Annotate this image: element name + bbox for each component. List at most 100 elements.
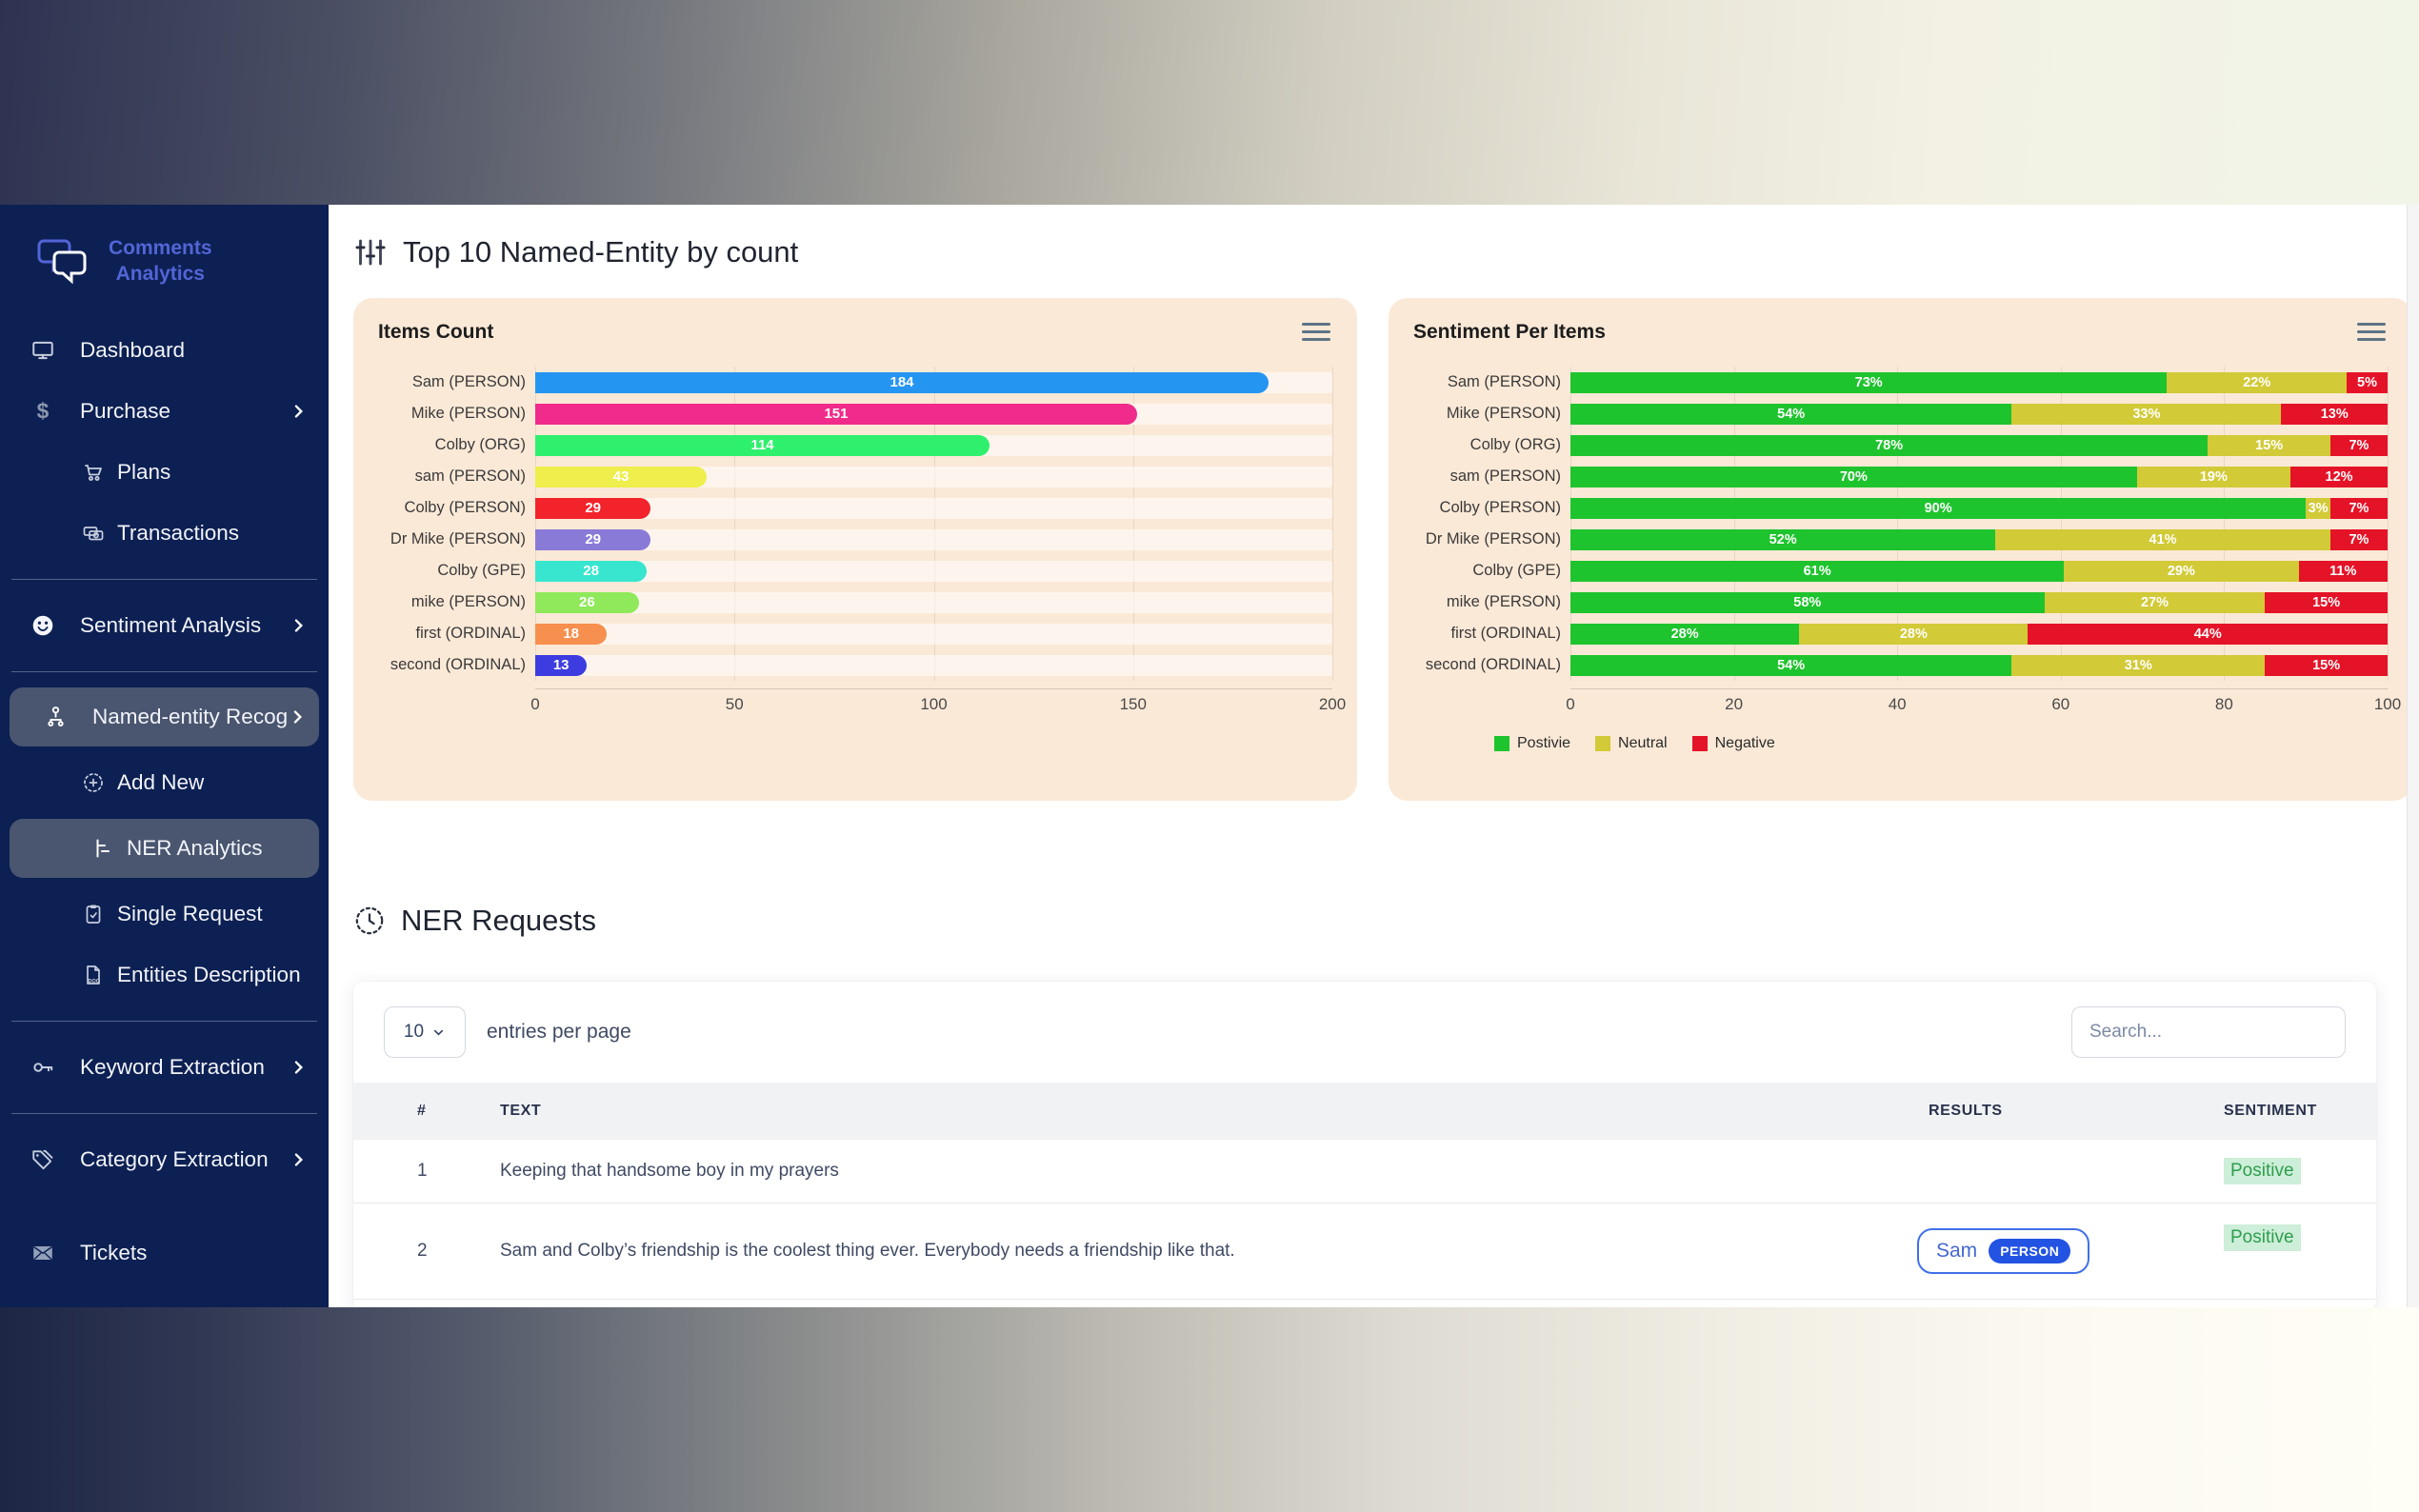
bar-value: 28	[583, 563, 599, 579]
bar-segment: 3%	[2306, 497, 2330, 519]
segment-value: 90%	[1924, 500, 1952, 516]
chevron-right-icon	[289, 1150, 308, 1169]
bar-segment: 22%	[2167, 371, 2348, 393]
background-gradient-bottom	[0, 1307, 2419, 1512]
bar-value: 26	[579, 594, 595, 610]
category-label: Sam (PERSON)	[411, 373, 526, 390]
logo[interactable]: Comments Analytics	[0, 218, 329, 320]
sentiment-panel: Sentiment Per Items Sam (PERSON) 73% 22% 5%…	[1389, 298, 2412, 801]
category-label: Colby (PERSON)	[404, 499, 526, 516]
smiley-icon	[30, 613, 55, 638]
sidebar-item-named-entity-recog[interactable]: Named-entity Recog	[10, 686, 319, 746]
chart-row: sam (PERSON) 70% 19% 12%	[1413, 461, 2388, 492]
sidebar-item-ner-analytics[interactable]: NER Analytics	[10, 818, 319, 878]
key-icon	[30, 1055, 55, 1080]
segment-value: 22%	[2243, 374, 2271, 390]
bar-segment: 90%	[1570, 497, 2307, 519]
bar-area: 29	[535, 528, 1332, 550]
bar-segment: 44%	[2028, 623, 2388, 645]
gridline	[1897, 367, 1899, 681]
sidebar-item-tickets[interactable]: Tickets	[0, 1223, 329, 1283]
chart-row: first (ORDINAL) 18	[378, 618, 1332, 649]
segment-value: 7%	[2349, 531, 2369, 547]
bar-segment: 7%	[2329, 497, 2388, 519]
bar-value: 114	[750, 437, 774, 453]
sidebar-divider	[11, 578, 317, 580]
bar-segment: 7%	[2329, 434, 2388, 456]
chevron-right-icon	[288, 707, 307, 726]
sidebar-item-transactions[interactable]: Transactions	[0, 503, 329, 564]
chart-row: Mike (PERSON) 54% 33% 13%	[1413, 398, 2388, 429]
gridline	[1332, 367, 1333, 681]
segment-value: 15%	[2312, 594, 2341, 610]
stacked-bar: 54% 33% 13%	[1570, 403, 2388, 425]
category-label: second (ORDINAL)	[1425, 656, 1561, 673]
sidebar-item-keyword-extraction[interactable]: Keyword Extraction	[0, 1037, 329, 1098]
x-axis: 0 50 100 150 200	[530, 688, 1346, 716]
gridline	[734, 367, 736, 681]
chevron-right-icon	[289, 402, 308, 421]
sidebar-item-sentiment-analysis[interactable]: Sentiment Analysis	[0, 595, 329, 656]
bar-segment: 52%	[1570, 528, 1996, 550]
sidebar-item-entities-description[interactable]: DOC Entities Description	[0, 945, 329, 1005]
legend-swatch	[1595, 736, 1611, 751]
chart-row: Sam (PERSON) 184	[378, 367, 1332, 398]
category-label: Sam (PERSON)	[1447, 373, 1561, 390]
bar-segment: 54%	[1570, 654, 2012, 676]
segment-value: 70%	[1839, 468, 1868, 485]
entity-result-chip: Sam PERSON	[1917, 1228, 2090, 1274]
chart-menu-icon[interactable]	[1302, 323, 1330, 346]
segment-value: 7%	[2349, 437, 2369, 453]
category-label: Colby (GPE)	[1472, 562, 1561, 579]
segment-value: 27%	[2140, 594, 2169, 610]
bar-area: 184	[535, 371, 1332, 393]
segment-value: 15%	[2312, 657, 2341, 673]
bar-track	[535, 560, 1332, 582]
sidebar-item-category-extraction[interactable]: Category Extraction	[0, 1129, 329, 1190]
search-input[interactable]	[2071, 1006, 2346, 1058]
bar-area: 61% 29% 11%	[1570, 560, 2388, 582]
envelope-icon	[30, 1241, 55, 1265]
category-label: sam (PERSON)	[414, 468, 526, 485]
clipboard-check-icon	[82, 903, 105, 925]
bar: 29	[535, 497, 651, 519]
chart-menu-icon[interactable]	[2357, 323, 2386, 346]
segment-value: 41%	[2149, 531, 2177, 547]
bar-area: 52% 41% 7%	[1570, 528, 2388, 550]
app-window: Comments Analytics Dashboard $ Purchase	[0, 205, 2419, 1307]
dollar-icon: $	[30, 399, 55, 424]
bar-value: 18	[563, 626, 579, 642]
bar-segment: 54%	[1570, 403, 2012, 425]
bar-area: 26	[535, 591, 1332, 613]
svg-text:$: $	[37, 399, 50, 424]
x-tick-label: 50	[725, 695, 744, 713]
segment-value: 7%	[2349, 500, 2369, 516]
plus-circle-icon	[82, 771, 105, 794]
stacked-bar: 73% 22% 5%	[1570, 371, 2388, 393]
legend-label: Postivie	[1517, 735, 1571, 751]
legend-item: Negative	[1691, 735, 1775, 752]
bar-track	[535, 466, 1332, 487]
main-content: Top 10 Named-Entity by count Items Count…	[329, 205, 2419, 1307]
sidebar-item-single-request[interactable]: Single Request	[0, 884, 329, 945]
sitemap-icon	[44, 705, 68, 728]
sentiment-badge: Positive	[2224, 1158, 2301, 1184]
bar-track	[535, 654, 1332, 676]
bar-area: 18	[535, 623, 1332, 645]
category-label: second (ORDINAL)	[390, 656, 526, 673]
sidebar-item-dashboard[interactable]: Dashboard	[0, 320, 329, 381]
clock-icon	[353, 905, 386, 937]
sidebar-item-plans[interactable]: Plans	[0, 442, 329, 503]
entries-per-page-select[interactable]: 10	[384, 1006, 466, 1058]
scrollbar[interactable]	[2407, 205, 2419, 1307]
column-header-results: RESULTS	[1929, 1103, 2003, 1119]
page-title-row: Top 10 Named-Entity by count	[353, 231, 2419, 273]
sidebar-item-purchase[interactable]: $ Purchase	[0, 381, 329, 442]
segment-value: 12%	[2325, 468, 2353, 485]
sidebar-item-add-new[interactable]: Add New	[0, 752, 329, 813]
segment-value: 28%	[1670, 626, 1699, 642]
segment-value: 54%	[1777, 657, 1806, 673]
bar-track	[535, 591, 1332, 613]
category-label: Dr Mike (PERSON)	[390, 530, 526, 547]
bar: 184	[535, 371, 1269, 393]
